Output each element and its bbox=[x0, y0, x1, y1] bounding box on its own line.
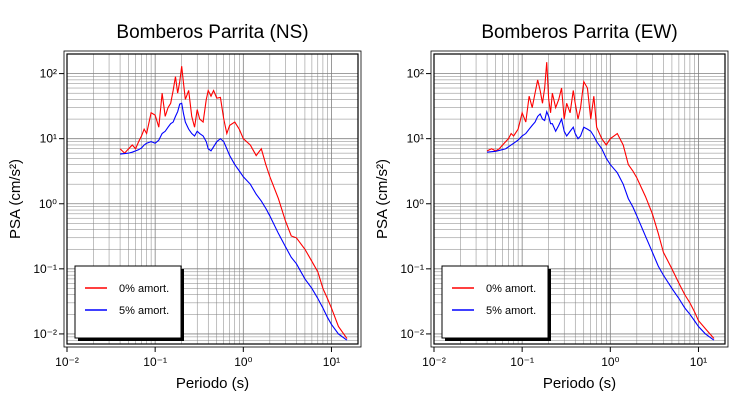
x-tick-label: 10¹ bbox=[323, 355, 340, 369]
x-tick-label: 10⁰ bbox=[234, 355, 252, 369]
legend-label-1: 5% amort. bbox=[119, 305, 169, 317]
x-tick-label: 10⁰ bbox=[601, 355, 619, 369]
y-axis-label: PSA (cm/s²) bbox=[374, 159, 391, 239]
x-tick-label: 10⁻¹ bbox=[510, 355, 534, 369]
legend-label-0: 0% amort. bbox=[486, 283, 536, 295]
y-axis-label: PSA (cm/s²) bbox=[7, 159, 24, 239]
series-line-1 bbox=[120, 102, 348, 341]
legend-label-1: 5% amort. bbox=[486, 305, 536, 317]
legend: 0% amort. 5% amort. bbox=[441, 265, 551, 341]
x-tick-label: 10⁻² bbox=[55, 355, 79, 369]
y-tick-label: 10² bbox=[40, 67, 57, 81]
grid bbox=[67, 54, 358, 344]
y-tick-label: 10¹ bbox=[407, 132, 424, 146]
chart-title: Bomberos Parrita (NS) bbox=[116, 22, 308, 43]
legend: 0% amort. 5% amort. bbox=[74, 265, 184, 341]
x-axis-label: Periodo (s) bbox=[176, 375, 249, 392]
x-tick-label: 10⁻² bbox=[422, 355, 446, 369]
y-tick-label: 10⁰ bbox=[39, 197, 57, 211]
y-tick-label: 10⁻² bbox=[33, 327, 57, 341]
legend-box bbox=[74, 265, 182, 339]
chart-panel-0: 10⁻² 10⁻¹ 10⁰ 10¹ 10⁻² 10⁻¹ 10⁰ 10¹ 10² Bomberos … bbox=[7, 22, 362, 392]
chart-title: Bomberos Parrita (EW) bbox=[481, 22, 677, 43]
y-tick-label: 10⁻¹ bbox=[400, 262, 424, 276]
y-tick-label: 10² bbox=[407, 67, 424, 81]
series-line-0 bbox=[486, 62, 715, 339]
grid bbox=[434, 54, 725, 344]
legend-label-0: 0% amort. bbox=[119, 283, 169, 295]
y-tick-label: 10⁻² bbox=[400, 327, 424, 341]
x-tick-label: 10¹ bbox=[690, 355, 707, 369]
plot-frame-outer bbox=[63, 50, 362, 348]
series-line-1 bbox=[487, 109, 715, 341]
x-tick-label: 10⁻¹ bbox=[143, 355, 167, 369]
legend-box bbox=[441, 265, 549, 339]
series-line-0 bbox=[119, 66, 348, 339]
plot-frame bbox=[433, 53, 726, 345]
chart-panel-1: 10⁻² 10⁻¹ 10⁰ 10¹ 10⁻² 10⁻¹ 10⁰ 10¹ 10² Bomberos … bbox=[374, 22, 729, 392]
y-tick-label: 10⁰ bbox=[406, 197, 424, 211]
y-tick-label: 10¹ bbox=[40, 132, 57, 146]
plot-frame bbox=[66, 53, 359, 345]
plot-frame-outer bbox=[430, 50, 729, 348]
y-tick-label: 10⁻¹ bbox=[33, 262, 57, 276]
x-axis-label: Periodo (s) bbox=[543, 375, 616, 392]
